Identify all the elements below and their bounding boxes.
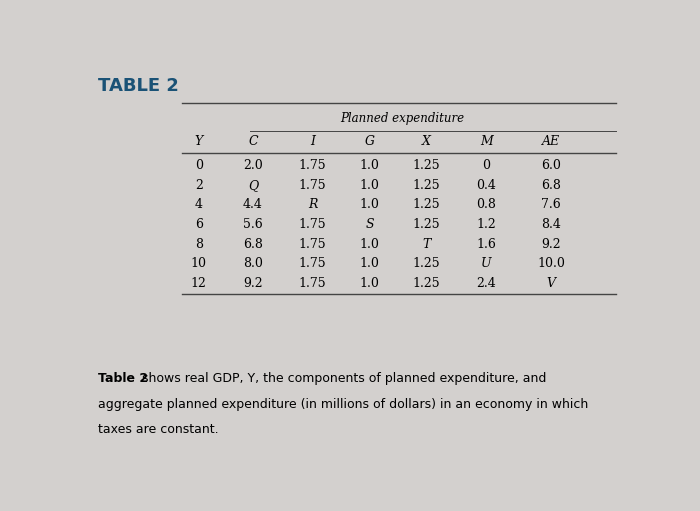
- Text: 7.6: 7.6: [542, 198, 561, 212]
- Text: 2.4: 2.4: [477, 277, 496, 290]
- Text: 1.0: 1.0: [360, 159, 379, 172]
- Text: M: M: [480, 135, 493, 149]
- Text: 2.0: 2.0: [243, 159, 262, 172]
- Text: 0.8: 0.8: [476, 198, 496, 212]
- Text: 4: 4: [195, 198, 203, 212]
- Text: 1.75: 1.75: [299, 218, 326, 231]
- Text: 6.8: 6.8: [243, 238, 263, 251]
- Text: X: X: [422, 135, 431, 149]
- Text: shows real GDP, Y, the components of planned expenditure, and: shows real GDP, Y, the components of pla…: [138, 372, 546, 385]
- Text: 1.75: 1.75: [299, 277, 326, 290]
- Text: 1.25: 1.25: [413, 198, 440, 212]
- Text: 1.2: 1.2: [477, 218, 496, 231]
- Text: 6: 6: [195, 218, 203, 231]
- Text: 1.25: 1.25: [413, 159, 440, 172]
- Text: aggregate planned expenditure (in millions of dollars) in an economy in which: aggregate planned expenditure (in millio…: [98, 398, 589, 411]
- Text: 8.0: 8.0: [243, 258, 263, 270]
- Text: 1.75: 1.75: [299, 238, 326, 251]
- Text: 8.4: 8.4: [541, 218, 561, 231]
- Text: 8: 8: [195, 238, 203, 251]
- Text: 5.6: 5.6: [243, 218, 262, 231]
- Text: 9.2: 9.2: [542, 238, 561, 251]
- Text: 6.8: 6.8: [541, 179, 561, 192]
- Text: 1.0: 1.0: [360, 238, 379, 251]
- Text: R: R: [308, 198, 317, 212]
- Text: S: S: [365, 218, 374, 231]
- Text: Y: Y: [195, 135, 203, 149]
- Text: V: V: [547, 277, 556, 290]
- Text: 1.0: 1.0: [360, 258, 379, 270]
- Text: 1.75: 1.75: [299, 179, 326, 192]
- Text: T: T: [422, 238, 430, 251]
- Text: 1.6: 1.6: [476, 238, 496, 251]
- Text: Planned expenditure: Planned expenditure: [340, 112, 464, 125]
- Text: 1.25: 1.25: [413, 179, 440, 192]
- Text: Q: Q: [248, 179, 258, 192]
- Text: 1.25: 1.25: [413, 218, 440, 231]
- Text: 0.4: 0.4: [476, 179, 496, 192]
- Text: AE: AE: [542, 135, 561, 149]
- Text: 0: 0: [195, 159, 203, 172]
- Text: C: C: [248, 135, 258, 149]
- Text: 1.25: 1.25: [413, 277, 440, 290]
- Text: 1.0: 1.0: [360, 277, 379, 290]
- Text: 1.0: 1.0: [360, 198, 379, 212]
- Text: G: G: [365, 135, 374, 149]
- Text: 4.4: 4.4: [243, 198, 263, 212]
- Text: 0: 0: [482, 159, 490, 172]
- Text: 6.0: 6.0: [541, 159, 561, 172]
- Text: Table 2: Table 2: [98, 372, 148, 385]
- Text: 12: 12: [191, 277, 206, 290]
- Text: 1.75: 1.75: [299, 258, 326, 270]
- Text: 1.0: 1.0: [360, 179, 379, 192]
- Text: U: U: [481, 258, 491, 270]
- Text: 1.75: 1.75: [299, 159, 326, 172]
- Text: 1.25: 1.25: [413, 258, 440, 270]
- Text: I: I: [310, 135, 315, 149]
- Text: 10.0: 10.0: [538, 258, 566, 270]
- Text: taxes are constant.: taxes are constant.: [98, 423, 219, 436]
- Text: 10: 10: [190, 258, 206, 270]
- Text: 9.2: 9.2: [243, 277, 262, 290]
- Text: 2: 2: [195, 179, 203, 192]
- Text: TABLE 2: TABLE 2: [98, 77, 179, 95]
